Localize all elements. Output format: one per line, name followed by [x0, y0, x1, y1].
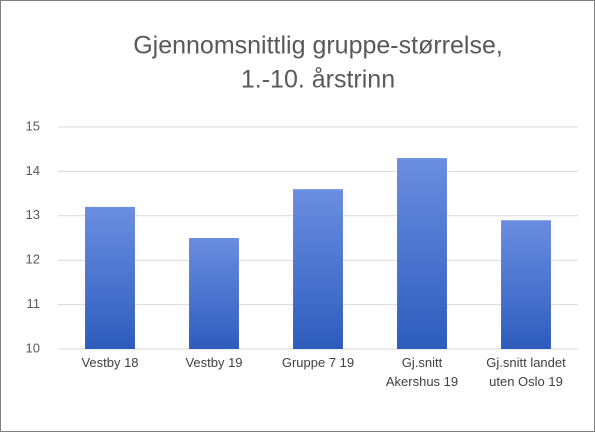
x-tick-label: Gj.snitt Akershus 19 [385, 355, 459, 389]
x-tick-label: Vestby 19 [185, 355, 243, 370]
y-tick-label: 13 [26, 207, 40, 222]
x-tick-label: Gruppe 7 19 [281, 355, 355, 370]
x-tick-label: Vestby 18 [81, 355, 139, 370]
bar [397, 158, 447, 349]
y-tick-label: 14 [26, 163, 40, 178]
bar [85, 206, 135, 349]
y-tick-label: 12 [26, 252, 40, 267]
y-tick-label: 10 [26, 340, 40, 355]
bar [501, 220, 551, 349]
y-tick-label: 11 [27, 296, 41, 311]
chart-title: Gjennomsnittlig gruppe-størrelse, [133, 32, 503, 60]
bar [189, 238, 239, 349]
x-tick-label: Gj.snitt landet uten Oslo 19 [486, 355, 566, 389]
y-tick-label: 15 [26, 118, 40, 133]
chart-title: 1.-10. årstrinn [241, 66, 395, 94]
bar [293, 189, 343, 349]
